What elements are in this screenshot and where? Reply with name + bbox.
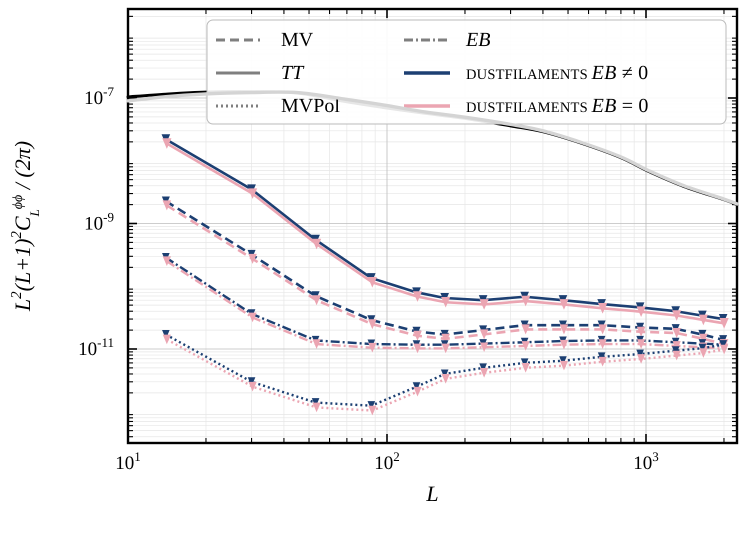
svg-text:L: L <box>425 481 438 506</box>
svg-text:EB: EB <box>465 29 490 51</box>
svg-text:TT: TT <box>281 62 305 84</box>
svg-text:MV: MV <box>281 29 314 51</box>
